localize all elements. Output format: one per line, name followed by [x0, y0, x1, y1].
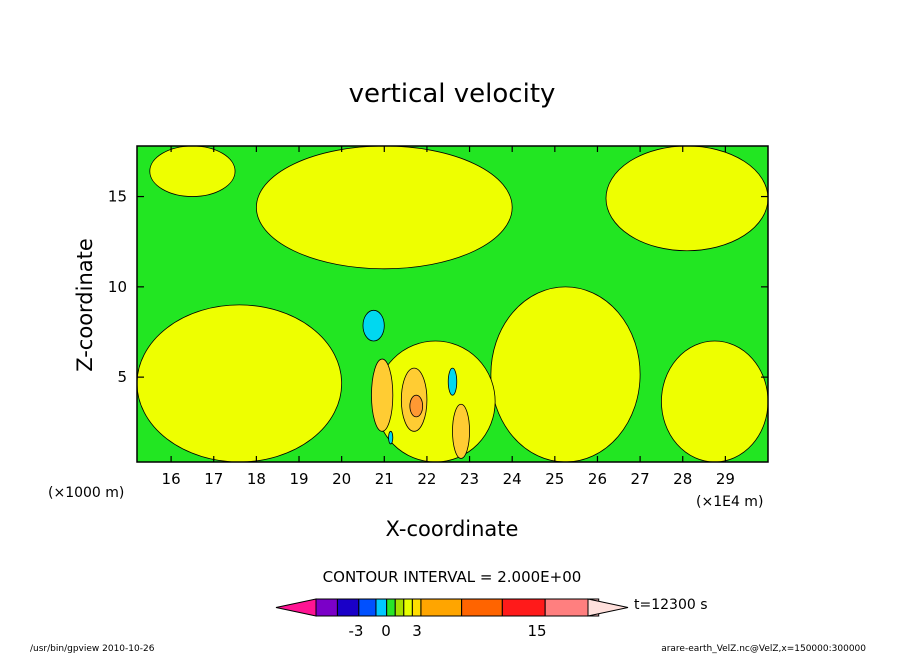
- x-tick-label: 25: [545, 470, 564, 488]
- y-tick-label: 10: [108, 278, 127, 296]
- contour-region-light-orange: [452, 403, 470, 459]
- x-tick-label: 24: [503, 470, 522, 488]
- chart-title: vertical velocity: [349, 79, 556, 109]
- colorbar-swatch: [420, 598, 463, 617]
- x-unit-right: (×1E4 m): [696, 494, 763, 510]
- contour-region-yellow: [605, 146, 768, 252]
- contour-region-yellow: [661, 340, 768, 462]
- colorbar-label: 3: [412, 622, 422, 640]
- x-tick-label: 17: [204, 470, 223, 488]
- y-tick-label: 5: [117, 368, 127, 386]
- colorbar-swatch: [411, 598, 422, 617]
- colorbar-swatch: [501, 598, 546, 617]
- footer-right: arare-earth_VelZ.nc@VelZ,x=150000:300000: [661, 644, 866, 654]
- colorbar-high-triangle: [587, 598, 629, 617]
- colorbar-swatch: [394, 598, 405, 617]
- contour-region-light-orange: [371, 358, 394, 432]
- y-axis-label: Z-coordinate: [73, 238, 97, 372]
- contour-interval-label: CONTOUR INTERVAL = 2.000E+00: [323, 568, 582, 586]
- x-tick-label: 28: [673, 470, 692, 488]
- colorbar-swatch: [544, 598, 589, 617]
- x-axis-ticks: 16 17 18 19 20 21 22 23 24 25 26 27 28 29: [162, 146, 735, 488]
- x-axis-label: X-coordinate: [386, 517, 519, 541]
- colorbar-swatch: [315, 598, 338, 617]
- contour-region-yellow: [256, 146, 513, 270]
- colorbar-swatch: [358, 598, 377, 617]
- x-tick-label: 16: [162, 470, 181, 488]
- contour-region-yellow: [137, 304, 343, 462]
- x-tick-label: 22: [417, 470, 436, 488]
- contour-region-yellow: [149, 146, 236, 197]
- colorbar-low-triangle: [275, 598, 317, 617]
- y-tick-label: 15: [108, 188, 127, 206]
- colorbar-swatch: [386, 598, 396, 617]
- contour-region-cyan: [362, 309, 385, 342]
- colorbar-swatch: [336, 598, 360, 617]
- colorbar-label: 15: [527, 622, 546, 640]
- colorbar-label: 0: [381, 622, 391, 640]
- x-tick-label: 21: [375, 470, 394, 488]
- x-tick-label: 19: [289, 470, 308, 488]
- time-label: t=12300 s: [634, 597, 708, 613]
- contour-region-cyan: [388, 430, 394, 445]
- x-tick-label: 29: [716, 470, 735, 488]
- colorbar-swatch: [375, 598, 388, 617]
- colorbar-swatch: [403, 598, 413, 617]
- contour-region-cyan: [447, 367, 458, 396]
- footer-left: /usr/bin/gpview 2010-10-26: [30, 644, 155, 654]
- x-tick-label: 20: [332, 470, 351, 488]
- x-tick-label: 23: [460, 470, 479, 488]
- contour-region-yellow: [375, 340, 496, 462]
- colorbar: [275, 598, 629, 617]
- contour-regions: [137, 146, 768, 462]
- x-unit-left: (×1000 m): [48, 485, 124, 501]
- colorbar-swatch: [461, 598, 503, 617]
- plot-frame: [136, 145, 769, 463]
- x-tick-label: 27: [631, 470, 650, 488]
- contour-region-orange: [409, 394, 424, 418]
- colorbar-labels: -3 0 3 15: [349, 622, 547, 640]
- contour-region-yellow: [490, 286, 641, 462]
- plot-area: [137, 146, 768, 462]
- y-axis-ticks: 5 10 15: [108, 188, 768, 386]
- x-tick-label: 18: [247, 470, 266, 488]
- colorbar-label: -3: [349, 622, 364, 640]
- x-tick-label: 26: [588, 470, 607, 488]
